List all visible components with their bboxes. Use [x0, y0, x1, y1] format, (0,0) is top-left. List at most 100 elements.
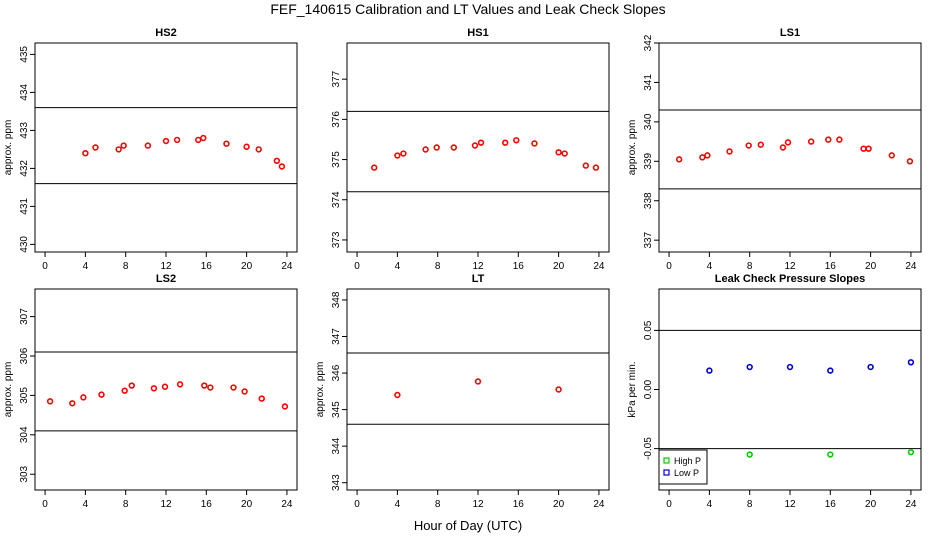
y-tick-label: 0.05	[643, 320, 654, 340]
x-tick-label: 4	[83, 499, 89, 510]
plot-frame	[346, 42, 610, 253]
data-point	[675, 156, 683, 163]
data-point	[161, 383, 169, 390]
y-axis-label: kPa per min.	[627, 361, 638, 417]
x-tick-label: 20	[241, 261, 253, 272]
data-point	[46, 398, 54, 405]
y-tick-label: 339	[643, 153, 654, 170]
data-point	[450, 144, 458, 151]
x-tick-label: 8	[123, 499, 129, 510]
panel-hs2: HS2 approx. ppm 0 4 8 12 16 20 24 430 431 432 433 434…	[3, 27, 298, 272]
x-tick-label: 24	[281, 261, 293, 272]
y-tick-label: -0.05	[643, 437, 654, 460]
data-point	[207, 384, 214, 391]
data-point	[555, 149, 562, 156]
y-tick-label: 430	[19, 236, 30, 253]
data-point	[120, 142, 127, 149]
y-tick-label: 342	[643, 34, 654, 51]
data-point	[860, 145, 867, 152]
data-point	[865, 145, 872, 152]
y-tick-label: 435	[19, 46, 30, 63]
data-point	[144, 142, 152, 149]
x-axis-label: Hour of Day (UTC)	[413, 518, 523, 533]
panel-leak: Leak Check Pressure Slopes kPa per min. 0 4…	[627, 273, 922, 510]
data-point	[836, 136, 843, 143]
x-tick-label: 20	[553, 261, 565, 272]
x-tick-label: 16	[201, 499, 213, 510]
x-tick-label: 4	[707, 499, 713, 510]
data-point	[128, 382, 135, 389]
data-point	[745, 142, 752, 149]
data-point	[531, 140, 538, 147]
data-point	[555, 386, 562, 393]
x-tick-label: 4	[395, 261, 401, 272]
data-point	[784, 139, 792, 146]
data-point	[200, 134, 207, 142]
y-tick-label: 338	[643, 192, 654, 209]
data-point	[827, 367, 834, 374]
x-tick-label: 16	[825, 499, 837, 510]
data-point	[867, 363, 874, 371]
legend-marker	[663, 457, 670, 464]
data-point	[704, 152, 711, 159]
y-tick-label: 346	[331, 364, 342, 381]
data-point	[241, 388, 248, 395]
x-tick-label: 4	[707, 261, 713, 272]
legend-marker	[663, 469, 670, 476]
y-tick-label: 341	[643, 74, 654, 91]
y-axis-label: approx. ppm	[627, 120, 638, 176]
y-tick-label: 307	[19, 308, 30, 325]
plot-frame	[346, 288, 610, 491]
y-tick-label: 306	[19, 347, 30, 364]
panel-title: LS2	[156, 273, 176, 285]
x-tick-label: 20	[865, 261, 877, 272]
x-tick-label: 12	[160, 499, 172, 510]
x-tick-label: 24	[905, 499, 917, 510]
x-tick-label: 8	[123, 261, 129, 272]
x-tick-label: 4	[395, 499, 401, 510]
x-tick-label: 12	[472, 261, 484, 272]
x-tick-label: 20	[241, 499, 253, 510]
x-tick-label: 8	[747, 499, 753, 510]
data-point	[513, 137, 520, 144]
data-point	[907, 448, 915, 456]
data-point	[907, 359, 915, 366]
data-point	[906, 158, 914, 165]
panel-title: LT	[472, 273, 485, 285]
data-point	[195, 136, 202, 144]
data-point	[201, 382, 208, 389]
panel-ls2: LS2 approx. ppm 0 4 8 12 16 20 24 303 304 305 306 307	[3, 273, 298, 510]
y-tick-label: 305	[19, 387, 30, 404]
y-tick-label: 0.00	[643, 379, 654, 399]
x-tick-label: 20	[553, 499, 565, 510]
x-tick-label: 12	[160, 261, 172, 272]
data-point	[726, 148, 733, 155]
y-tick-label: 375	[331, 151, 342, 168]
x-tick-label: 0	[42, 499, 48, 510]
data-point	[255, 146, 262, 153]
data-point	[757, 141, 764, 148]
panel-title: LS1	[780, 27, 800, 39]
data-point	[422, 146, 429, 153]
data-point	[121, 387, 128, 394]
data-point	[394, 391, 401, 399]
data-point	[223, 140, 230, 147]
x-tick-label: 12	[784, 499, 796, 510]
x-tick-label: 16	[201, 261, 213, 272]
data-point	[69, 400, 76, 407]
x-tick-label: 0	[354, 499, 360, 510]
y-tick-label: 432	[19, 160, 30, 177]
y-tick-label: 344	[331, 437, 342, 454]
y-tick-label: 303	[19, 465, 30, 482]
page-title: FEF_140615 Calibration and LT Values and…	[270, 1, 666, 17]
y-tick-label: 347	[331, 328, 342, 345]
panel-lt: LT approx. ppm 0 4 8 12 16 20 24 343 344 345 346 347 3…	[315, 273, 610, 510]
data-point	[115, 146, 122, 153]
data-point	[82, 150, 89, 157]
legend-label: Low P	[674, 468, 699, 478]
panel-hs1: HS1 0 4 8 12 16 20 24 373 374 375 376 377	[331, 27, 610, 272]
y-tick-label: 348	[331, 291, 342, 308]
data-point	[502, 139, 509, 146]
x-tick-label: 8	[435, 499, 441, 510]
